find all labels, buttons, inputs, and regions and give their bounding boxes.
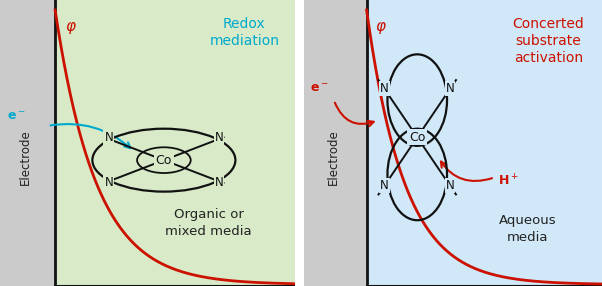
Text: N: N xyxy=(215,131,223,144)
Bar xyxy=(367,0,602,286)
Text: N: N xyxy=(445,82,455,95)
Text: N: N xyxy=(380,82,389,95)
Text: N: N xyxy=(380,179,389,192)
Text: Redox
mediation: Redox mediation xyxy=(209,17,279,48)
Text: Aqueous
media: Aqueous media xyxy=(498,214,556,244)
Text: Co: Co xyxy=(409,131,426,144)
Text: N: N xyxy=(104,176,113,189)
Text: Concerted
substrate
activation: Concerted substrate activation xyxy=(512,17,584,65)
Text: Co: Co xyxy=(156,154,172,167)
Bar xyxy=(55,0,298,286)
Text: Organic or
mixed media: Organic or mixed media xyxy=(166,208,252,238)
Text: Electrode: Electrode xyxy=(19,130,32,185)
Bar xyxy=(0,0,55,286)
Text: N: N xyxy=(445,179,455,192)
Bar xyxy=(304,0,367,286)
Text: N: N xyxy=(104,131,113,144)
Text: e$^-$: e$^-$ xyxy=(310,82,329,94)
Bar xyxy=(295,0,298,286)
Text: H$^+$: H$^+$ xyxy=(498,174,518,189)
Text: Electrode: Electrode xyxy=(327,130,340,185)
Text: φ: φ xyxy=(66,19,76,34)
Text: e$^-$: e$^-$ xyxy=(7,110,26,123)
Text: N: N xyxy=(215,176,223,189)
Text: φ: φ xyxy=(376,19,385,34)
